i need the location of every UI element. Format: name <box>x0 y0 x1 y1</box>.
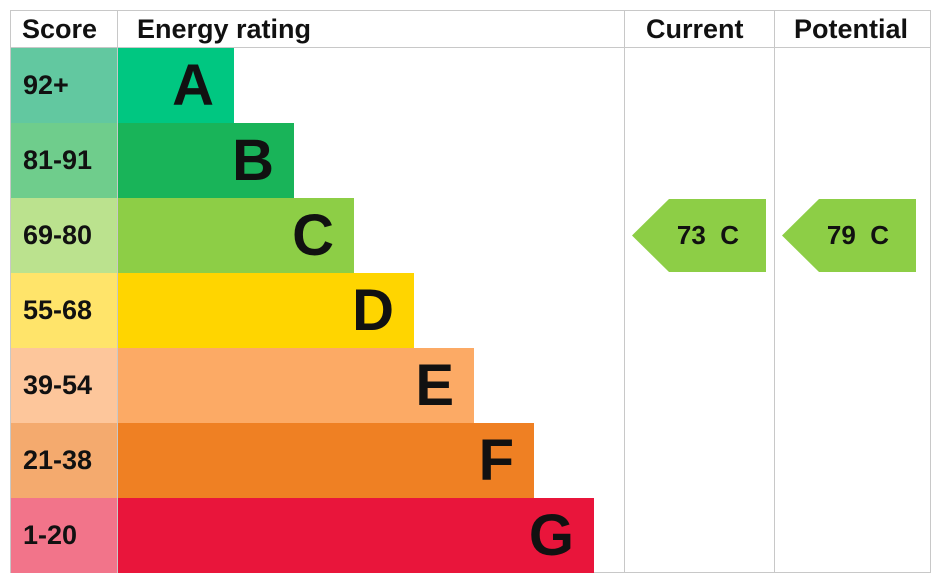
score-cell: 21-38 <box>11 423 117 498</box>
grid-line <box>10 10 931 11</box>
rating-bar: F <box>118 423 534 498</box>
score-cell: 81-91 <box>11 123 117 198</box>
score-cell: 69-80 <box>11 198 117 273</box>
score-cell: 55-68 <box>11 273 117 348</box>
rating-bar: E <box>118 348 474 423</box>
grid-line <box>117 10 118 573</box>
rating-bar: B <box>118 123 294 198</box>
score-cell: 1-20 <box>11 498 117 573</box>
header-current: Current <box>646 14 744 44</box>
header-potential: Potential <box>794 14 909 44</box>
rating-bar: A <box>118 48 234 123</box>
score-cell: 39-54 <box>11 348 117 423</box>
rating-bar: C <box>118 198 354 273</box>
rating-bar: D <box>118 273 414 348</box>
grid-line <box>774 10 775 573</box>
rating-bar: G <box>118 498 594 573</box>
current-rating-arrow: 73 C <box>632 199 766 272</box>
header-energy-rating: Energy rating <box>137 14 312 44</box>
score-cell: 92+ <box>11 48 117 123</box>
potential-rating-arrow: 79 C <box>782 199 916 272</box>
header-score: Score <box>22 14 98 44</box>
grid-line <box>10 47 931 48</box>
grid-line <box>624 10 625 573</box>
grid-line <box>10 10 11 573</box>
grid-line <box>930 10 931 573</box>
